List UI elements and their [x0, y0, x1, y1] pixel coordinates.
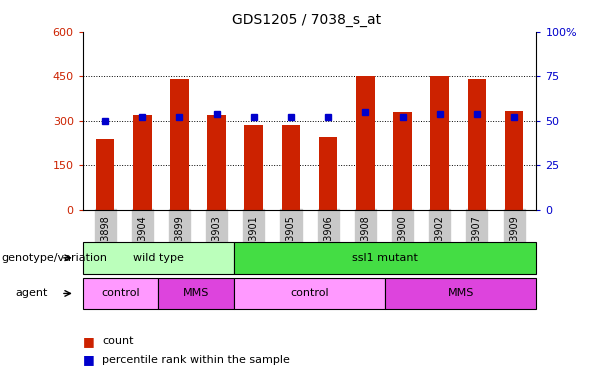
Text: agent: agent	[15, 288, 48, 298]
Bar	[468, 80, 486, 210]
Text: ■: ■	[83, 335, 94, 348]
Text: percentile rank within the sample: percentile rank within the sample	[102, 355, 290, 365]
Text: ■: ■	[83, 354, 94, 366]
Text: genotype/variation: genotype/variation	[1, 253, 107, 263]
Bar	[96, 139, 115, 210]
Text: control: control	[290, 288, 329, 298]
Text: MMS: MMS	[183, 288, 210, 298]
Bar	[245, 125, 263, 210]
Text: control: control	[101, 288, 140, 298]
Bar	[207, 115, 226, 210]
Bar	[319, 137, 337, 210]
Text: GDS1205 / 7038_s_at: GDS1205 / 7038_s_at	[232, 13, 381, 27]
Text: count: count	[102, 336, 134, 346]
Bar	[393, 112, 412, 210]
Bar	[133, 115, 151, 210]
Text: MMS: MMS	[447, 288, 474, 298]
Bar	[282, 125, 300, 210]
Text: wild type: wild type	[133, 253, 184, 263]
Text: ssl1 mutant: ssl1 mutant	[352, 253, 418, 263]
Bar	[170, 80, 189, 210]
Bar	[430, 76, 449, 210]
Bar	[356, 76, 375, 210]
Bar	[504, 111, 524, 210]
